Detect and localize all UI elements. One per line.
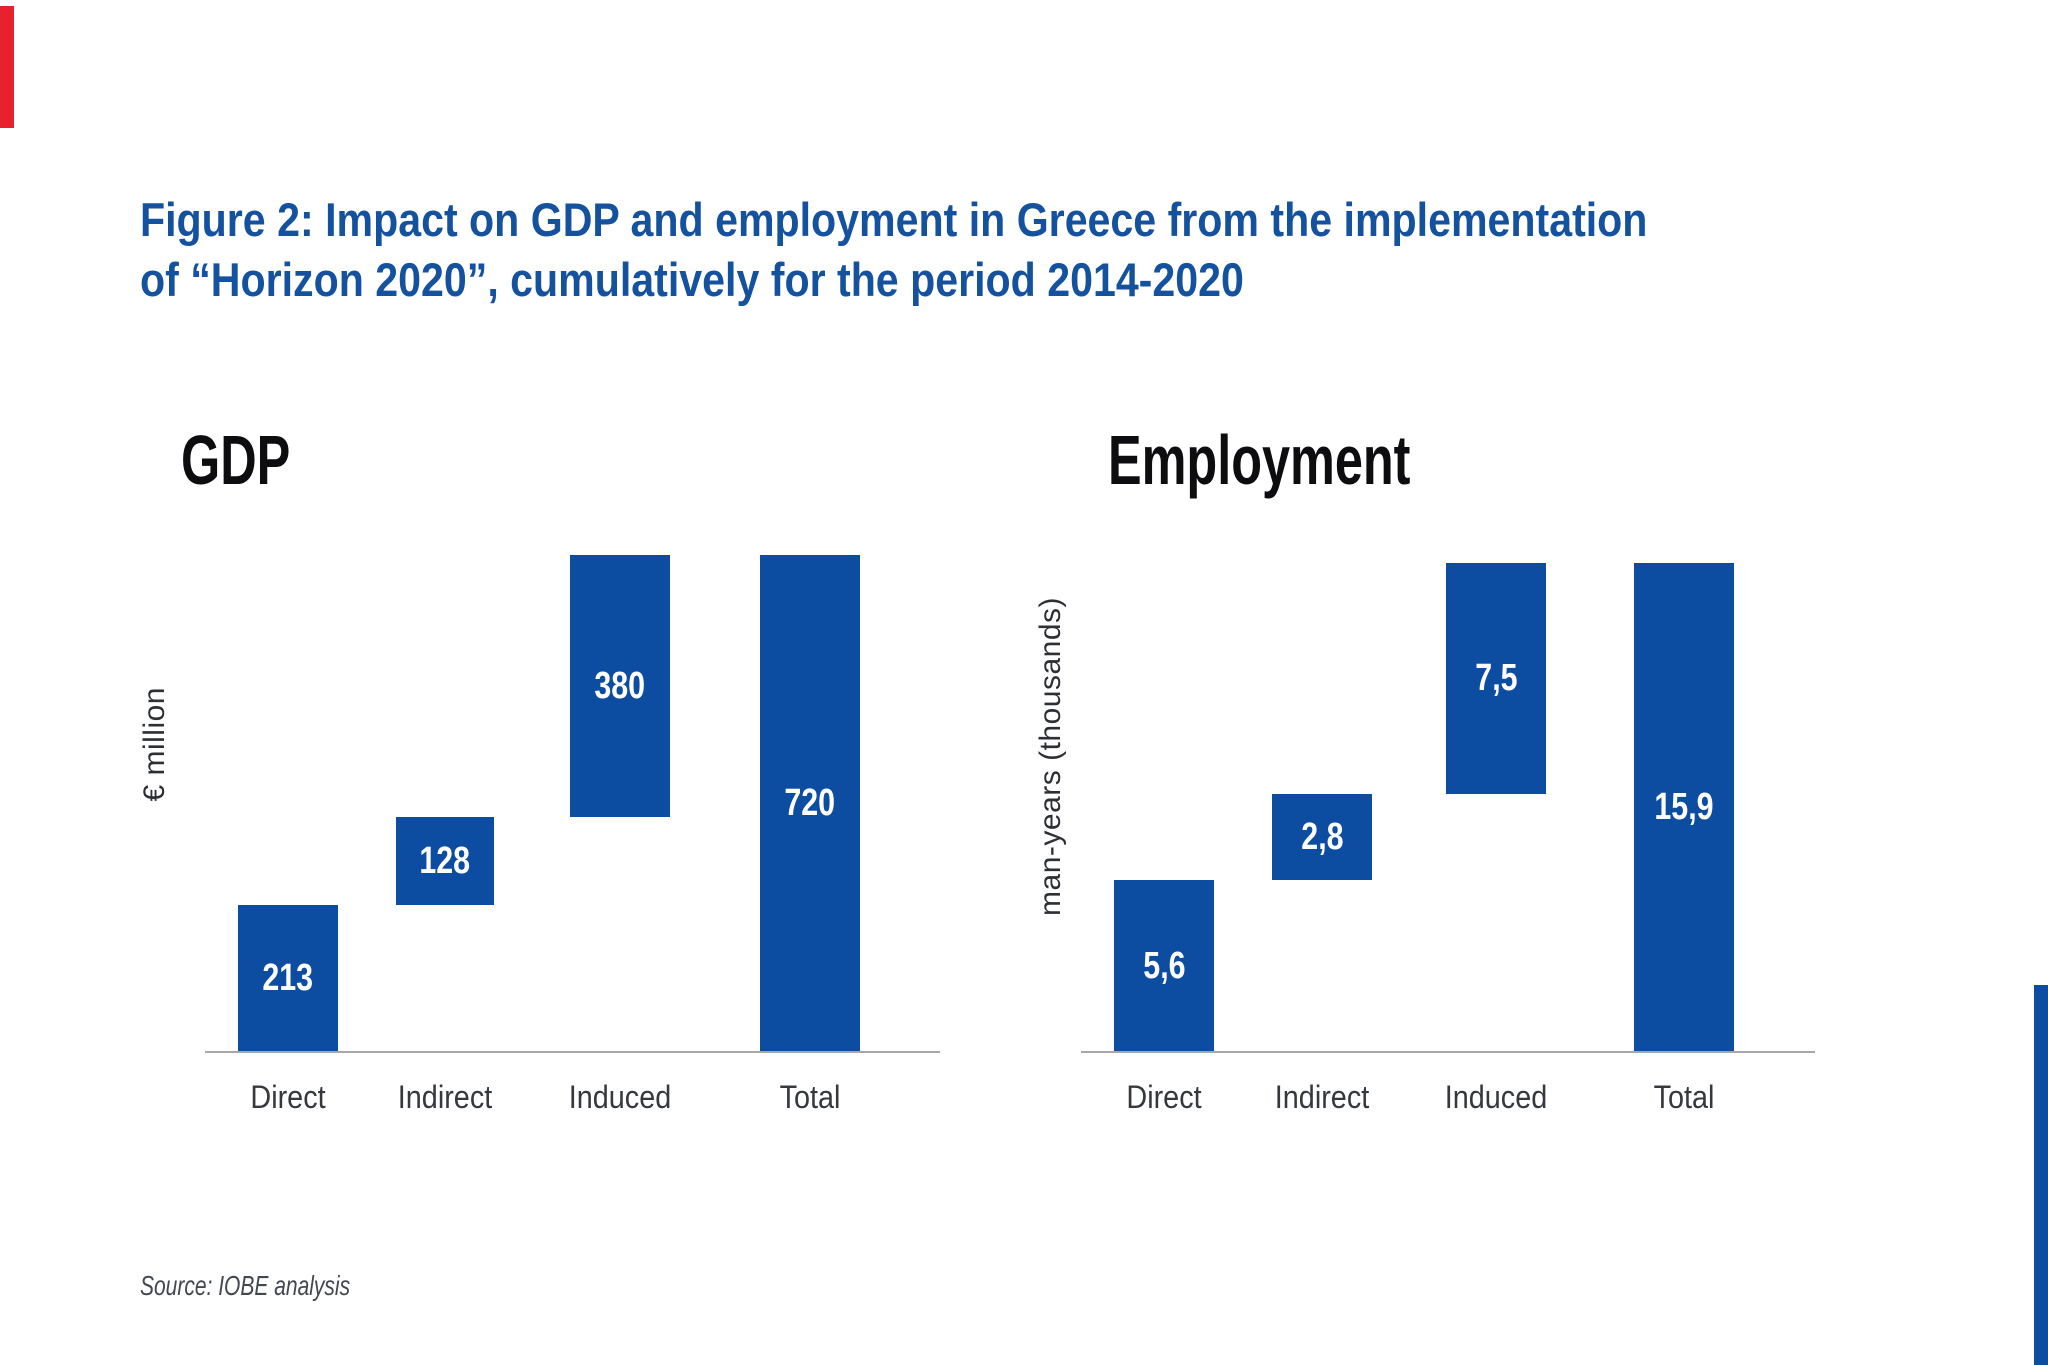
gdp-value-direct: 213 (262, 957, 314, 999)
page-edge-red-accent (0, 6, 14, 128)
gdp-x-axis-line (205, 1051, 940, 1053)
gdp-value-total: 720 (784, 782, 836, 824)
gdp-bar-induced: 380 (570, 555, 670, 817)
gdp-bar-indirect: 128 (396, 817, 494, 905)
gdp-category-induced: Induced (568, 1079, 672, 1115)
gdp-chart-title: GDP (181, 421, 291, 499)
employment-value-induced: 7,5 (1474, 657, 1518, 699)
employment-category-direct: Direct (1126, 1079, 1202, 1115)
employment-value-total: 15,9 (1654, 786, 1714, 828)
employment-value-indirect: 2,8 (1300, 815, 1344, 858)
employment-bar-total: 15,9 (1634, 563, 1734, 1052)
employment-category-total: Total (1653, 1079, 1715, 1115)
employment-bar-induced: 7,5 (1446, 563, 1546, 794)
page-edge-blue-accent (2034, 985, 2048, 1365)
employment-value-direct: 5,6 (1142, 944, 1186, 987)
employment-bar-indirect: 2,8 (1272, 794, 1372, 880)
gdp-category-indirect: Indirect (397, 1079, 493, 1115)
source-note: Source: IOBE analysis (140, 1270, 351, 1301)
gdp-category-direct: Direct (250, 1079, 326, 1115)
gdp-value-induced: 380 (594, 664, 646, 707)
gdp-bar-direct: 213 (238, 905, 338, 1052)
employment-x-axis-line (1081, 1051, 1815, 1053)
gdp-value-indirect: 128 (419, 839, 471, 882)
employment-category-indirect: Indirect (1274, 1079, 1370, 1115)
gdp-y-axis-label: € million (138, 687, 171, 802)
gdp-bar-total: 720 (760, 555, 860, 1052)
figure-caption-line1: Figure 2: Impact on GDP and employment i… (140, 193, 1648, 246)
employment-y-axis-label: man-years (thousands) (1034, 597, 1067, 916)
figure-caption: Figure 2: Impact on GDP and employment i… (140, 190, 1647, 310)
employment-category-induced: Induced (1444, 1079, 1548, 1115)
figure-caption-line2: of “Horizon 2020”, cumulatively for the … (140, 253, 1244, 306)
employment-bar-direct: 5,6 (1114, 880, 1214, 1052)
gdp-category-total: Total (779, 1079, 841, 1115)
employment-chart-title: Employment (1108, 421, 1411, 499)
